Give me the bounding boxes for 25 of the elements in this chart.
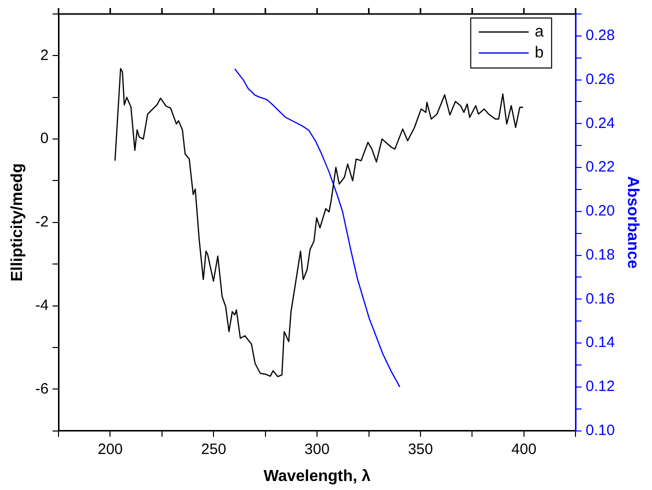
x-tick-label: 200 [98,440,123,458]
y2-tick-label: 0.10 [586,422,615,439]
legend-label: a [534,23,544,40]
y-tick-label: -6 [35,380,49,398]
y2-tick-label: 0.22 [586,158,615,176]
y-tick-label: 2 [40,46,49,64]
x-tick-label: 250 [201,440,226,458]
y2-tick-label: 0.14 [586,334,615,352]
y2-tick-label: 0.16 [586,290,615,308]
y2-tick-label: 0.28 [586,27,615,44]
x-tick-label: 350 [408,440,433,458]
x-axis-title: Wavelength, λ [264,468,371,485]
y-axis-title: Ellipticity/medg [9,163,26,282]
y-tick-label: -4 [35,296,49,314]
y2-tick-label: 0.18 [586,246,615,264]
x-tick-label: 400 [511,440,536,458]
y2-tick-label: 0.20 [586,202,615,220]
y-tick-label: 0 [40,130,49,148]
legend-label: b [534,44,544,62]
y2-axis-title: Absorbance [624,176,641,269]
x-tick-label: 300 [304,440,330,458]
y2-tick-label: 0.24 [586,114,615,132]
y2-tick-label: 0.12 [586,378,615,396]
y2-tick-label: 0.26 [586,70,615,88]
y-tick-label: -2 [35,214,49,231]
